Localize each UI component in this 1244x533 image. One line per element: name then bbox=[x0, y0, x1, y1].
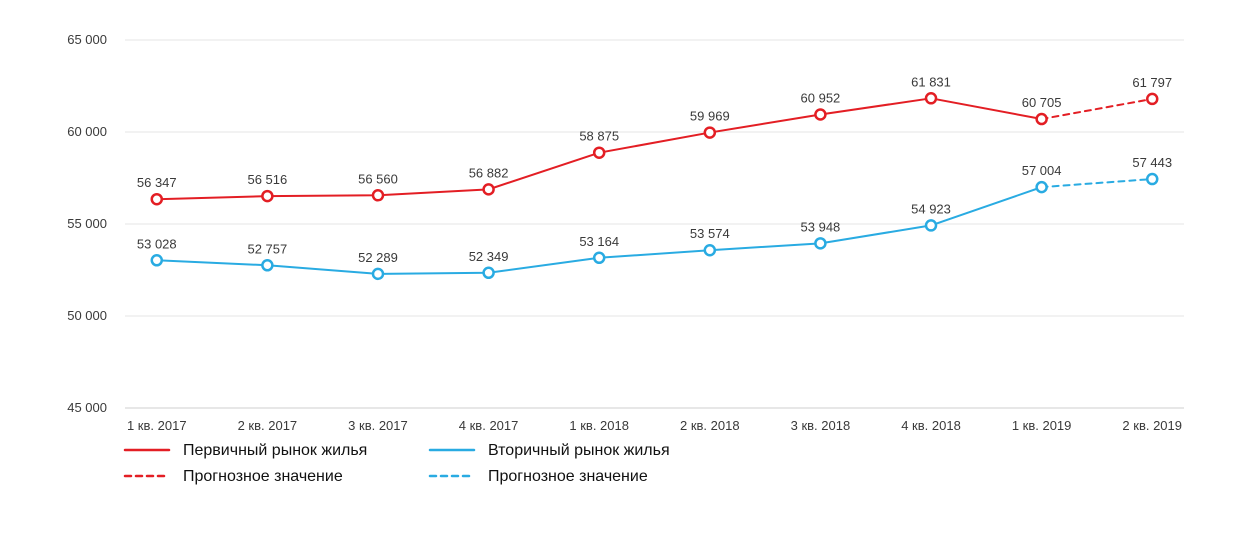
data-label: 58 875 bbox=[579, 129, 619, 144]
data-label: 54 923 bbox=[911, 201, 951, 216]
legend-label: Прогнозное значение bbox=[183, 468, 343, 485]
data-label: 52 757 bbox=[247, 241, 287, 256]
data-marker bbox=[594, 253, 604, 263]
data-label: 52 289 bbox=[358, 250, 398, 265]
data-label: 56 516 bbox=[247, 172, 287, 187]
data-label: 57 443 bbox=[1132, 155, 1172, 170]
y-tick-label: 55 000 bbox=[67, 216, 107, 231]
data-label: 60 705 bbox=[1022, 95, 1062, 110]
x-tick-label: 1 кв. 2018 bbox=[569, 418, 629, 433]
y-tick-label: 45 000 bbox=[67, 400, 107, 415]
data-marker bbox=[1037, 182, 1047, 192]
chart-container: 45 000 50 000 55 000 60 000 65 000 1 кв. 2017… bbox=[0, 0, 1244, 528]
data-label: 61 797 bbox=[1132, 75, 1172, 90]
data-label: 61 831 bbox=[911, 74, 951, 89]
data-label: 60 952 bbox=[801, 90, 841, 105]
data-label: 56 882 bbox=[469, 165, 509, 180]
legend-label: Прогнозное значение bbox=[488, 468, 648, 485]
data-marker bbox=[926, 93, 936, 103]
data-label: 59 969 bbox=[690, 109, 730, 124]
data-label: 53 574 bbox=[690, 226, 730, 241]
data-marker bbox=[926, 220, 936, 230]
data-marker bbox=[152, 194, 162, 204]
x-tick-label: 2 кв. 2019 bbox=[1122, 418, 1182, 433]
data-marker bbox=[705, 128, 715, 138]
x-tick-label: 2 кв. 2017 bbox=[238, 418, 298, 433]
data-marker bbox=[484, 268, 494, 278]
data-marker bbox=[1147, 174, 1157, 184]
data-label: 56 560 bbox=[358, 171, 398, 186]
chart-svg: 45 000 50 000 55 000 60 000 65 000 1 кв. 2017… bbox=[0, 0, 1244, 528]
data-marker bbox=[815, 109, 825, 119]
x-tick-label: 1 кв. 2019 bbox=[1012, 418, 1072, 433]
x-tick-label: 3 кв. 2018 bbox=[791, 418, 851, 433]
data-marker bbox=[484, 184, 494, 194]
data-marker bbox=[373, 269, 383, 279]
data-marker bbox=[373, 190, 383, 200]
data-marker bbox=[152, 255, 162, 265]
y-tick-label: 65 000 bbox=[67, 32, 107, 47]
data-label: 53 948 bbox=[801, 219, 841, 234]
data-marker bbox=[815, 238, 825, 248]
x-tick-label: 4 кв. 2018 bbox=[901, 418, 961, 433]
legend-label: Вторичный рынок жилья bbox=[488, 442, 670, 459]
y-tick-label: 60 000 bbox=[67, 124, 107, 139]
x-tick-label: 1 кв. 2017 bbox=[127, 418, 187, 433]
data-marker bbox=[262, 260, 272, 270]
y-tick-label: 50 000 bbox=[67, 308, 107, 323]
data-label: 53 028 bbox=[137, 236, 177, 251]
x-tick-label: 4 кв. 2017 bbox=[459, 418, 519, 433]
legend-label: Первичный рынок жилья bbox=[183, 442, 367, 459]
x-tick-label: 2 кв. 2018 bbox=[680, 418, 740, 433]
data-marker bbox=[262, 191, 272, 201]
data-label: 52 349 bbox=[469, 249, 509, 264]
data-label: 53 164 bbox=[579, 234, 619, 249]
data-marker bbox=[594, 148, 604, 158]
data-marker bbox=[705, 245, 715, 255]
data-label: 56 347 bbox=[137, 175, 177, 190]
data-marker bbox=[1037, 114, 1047, 124]
x-tick-label: 3 кв. 2017 bbox=[348, 418, 408, 433]
data-marker bbox=[1147, 94, 1157, 104]
data-label: 57 004 bbox=[1022, 163, 1062, 178]
